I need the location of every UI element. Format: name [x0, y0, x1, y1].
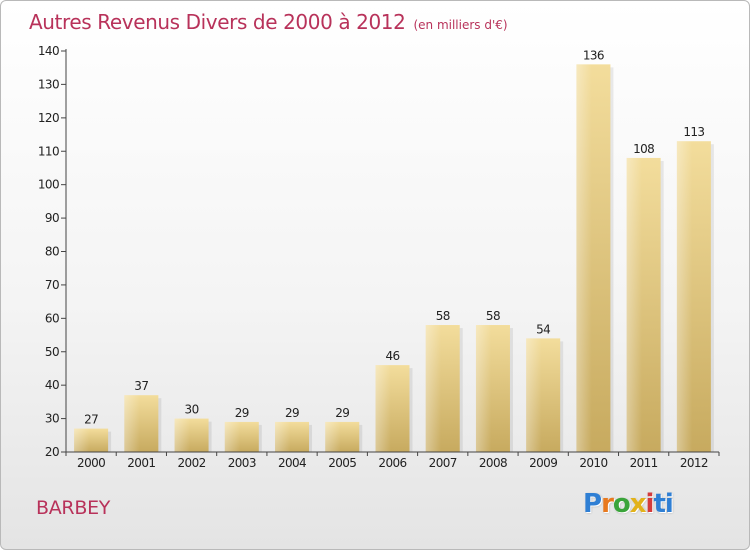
data-label-2007: 58 — [436, 309, 450, 323]
x-tick-label-2000: 2000 — [77, 456, 105, 470]
x-tick-label-2006: 2006 — [378, 456, 406, 470]
data-label-2003: 29 — [235, 406, 249, 420]
bar-highlight — [425, 325, 442, 452]
location-label: BARBEY — [36, 497, 111, 519]
y-tick-label-130: 130 — [38, 77, 59, 91]
bar-highlight — [576, 64, 592, 452]
x-tick-label-2004: 2004 — [278, 456, 306, 470]
x-tick-label-2010: 2010 — [579, 456, 607, 470]
title-text: Autres Revenus Divers de 2000 à 2012 — [29, 10, 406, 34]
data-label-2004: 29 — [285, 406, 299, 420]
y-tick-label-40: 40 — [45, 378, 59, 392]
bar-highlight — [676, 141, 693, 452]
proxiti-logo: Proxiti — [583, 489, 674, 519]
x-tick-label-2007: 2007 — [429, 456, 457, 470]
data-label-2011: 108 — [633, 142, 654, 156]
data-label-2009: 54 — [536, 322, 550, 336]
x-tick-label-2009: 2009 — [529, 456, 557, 470]
y-tick-label-100: 100 — [38, 178, 59, 192]
y-tick-label-80: 80 — [45, 245, 59, 259]
x-tick-label-2001: 2001 — [127, 456, 155, 470]
x-tick-label-2002: 2002 — [178, 456, 206, 470]
x-tick-label-2005: 2005 — [328, 456, 356, 470]
x-tick-label-2008: 2008 — [479, 456, 507, 470]
y-tick-label-30: 30 — [45, 412, 59, 426]
y-tick-label-110: 110 — [38, 144, 59, 158]
bar-highlight — [375, 365, 391, 452]
data-label-2012: 113 — [683, 125, 704, 139]
chart-subtitle: (en milliers d'€) — [413, 18, 508, 32]
y-tick-label-70: 70 — [45, 278, 59, 292]
bar-highlight — [124, 395, 140, 452]
data-label-2000: 27 — [84, 413, 98, 427]
bar-highlight — [626, 157, 642, 452]
y-tick-label-120: 120 — [38, 111, 59, 125]
data-label-2002: 30 — [185, 403, 199, 417]
bar-highlight — [275, 421, 291, 452]
bar-highlight — [224, 421, 241, 452]
bar-highlight — [174, 418, 190, 452]
x-tick-label-2003: 2003 — [228, 456, 256, 470]
x-tick-label-2012: 2012 — [680, 456, 708, 470]
y-tick-label-20: 20 — [45, 445, 59, 459]
bar-highlight — [74, 428, 90, 452]
chart-title: Autres Revenus Divers de 2000 à 2012 (en … — [29, 10, 508, 34]
data-label-2005: 29 — [335, 406, 349, 420]
y-tick-label-60: 60 — [45, 311, 59, 325]
y-tick-label-90: 90 — [45, 211, 59, 225]
data-label-2010: 136 — [583, 48, 604, 62]
bar-highlight — [526, 338, 542, 452]
y-tick-label-140: 140 — [38, 44, 59, 58]
data-label-2001: 37 — [134, 379, 148, 393]
y-tick-label-50: 50 — [45, 345, 59, 359]
x-tick-label-2011: 2011 — [630, 456, 658, 470]
data-label-2006: 46 — [385, 349, 399, 363]
bar-highlight — [475, 325, 492, 452]
data-label-2008: 58 — [486, 309, 500, 323]
bars-layer: 27 37 30 29 29 29 46 58 58 54 136 108 113 — [74, 48, 714, 452]
bar-highlight — [325, 421, 341, 452]
axes: 2000 2001 2002 2003 2004 2005 2006 2007 2008 2009… — [38, 44, 720, 470]
